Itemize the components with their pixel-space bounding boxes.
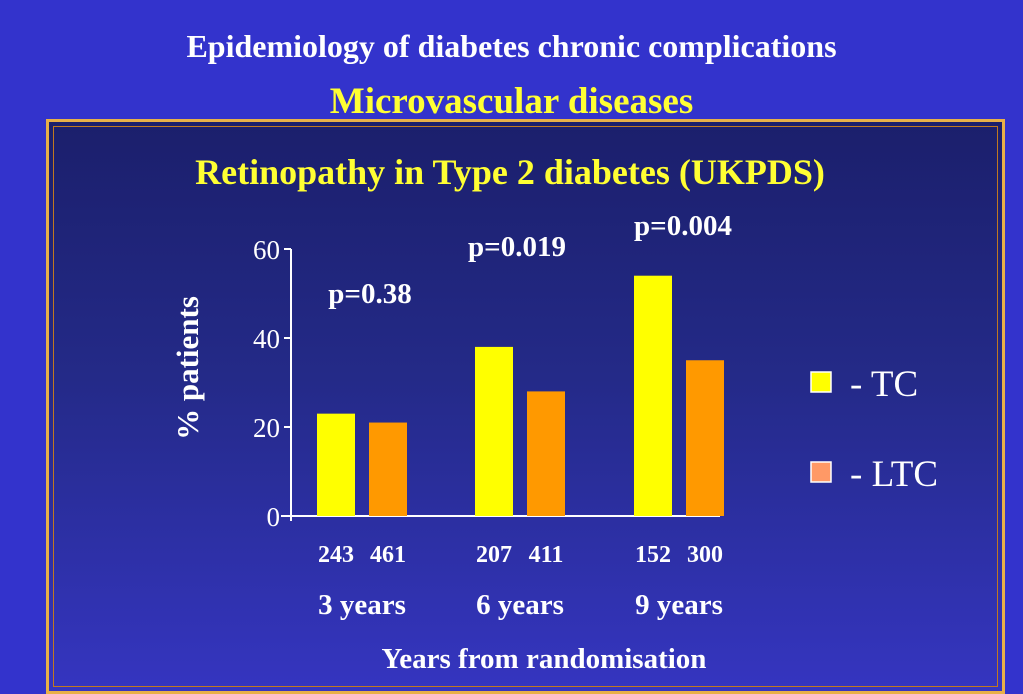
n-count-label: 411: [529, 542, 564, 568]
y-axis-label: % patients: [170, 296, 205, 440]
bar: [527, 391, 565, 516]
bar: [634, 275, 672, 516]
bar: [369, 422, 407, 516]
category-label: 3 years: [318, 589, 406, 621]
n-count-label: 300: [687, 542, 723, 568]
legend-swatch: [810, 461, 832, 483]
p-value-label: p=0.38: [328, 278, 411, 310]
legend-label: - TC: [850, 364, 918, 405]
bar: [317, 413, 355, 516]
y-tick-label: 60: [253, 235, 280, 265]
bar: [475, 346, 513, 516]
y-tick-label: 40: [253, 324, 280, 354]
chart-title: Retinopathy in Type 2 diabetes (UKPDS): [195, 152, 825, 192]
p-value-label: p=0.019: [468, 231, 566, 263]
slide-title: Epidemiology of diabetes chronic complic…: [186, 28, 837, 64]
legend-swatch: [810, 371, 832, 393]
x-axis-label: Years from randomisation: [382, 643, 707, 675]
n-count-label: 243: [318, 542, 354, 568]
y-tick-label: 20: [253, 413, 280, 443]
slide-subtitle: Microvascular diseases: [329, 81, 694, 122]
p-value-label: p=0.004: [634, 210, 732, 242]
legend-label: - LTC: [850, 454, 938, 495]
y-tick-label: 0: [267, 502, 281, 532]
category-label: 6 years: [476, 589, 564, 621]
n-count-label: 207: [476, 542, 512, 568]
n-count-label: 152: [635, 542, 671, 568]
n-count-label: 461: [370, 542, 406, 568]
category-label: 9 years: [635, 589, 723, 621]
bar: [686, 360, 724, 516]
chart-panel: [46, 119, 1005, 694]
